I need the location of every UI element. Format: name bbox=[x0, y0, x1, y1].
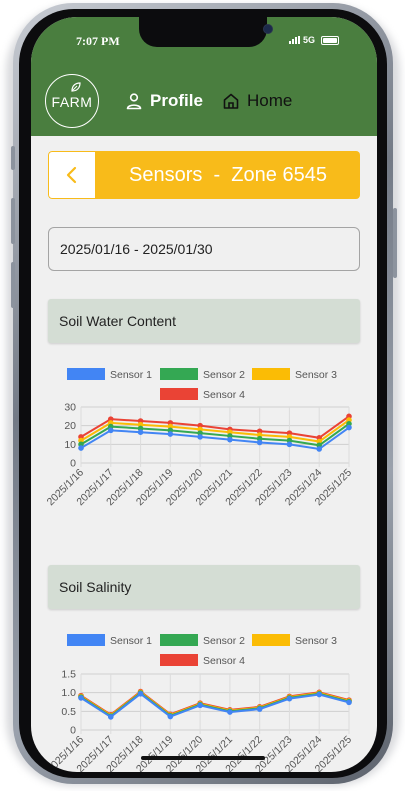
legend-label-sensor-3: Sensor 3 bbox=[295, 635, 337, 647]
data-point-sensor-1 bbox=[197, 434, 203, 440]
legend-label-sensor-1: Sensor 1 bbox=[110, 369, 152, 381]
legend-swatch-sensor-1 bbox=[67, 368, 105, 380]
data-point-sensor-1 bbox=[227, 709, 233, 715]
series-line-sensor-2 bbox=[80, 422, 350, 447]
legend-swatch-sensor-3 bbox=[252, 368, 290, 380]
y-tick-label: 20 bbox=[64, 420, 76, 432]
y-tick-label: 1.0 bbox=[61, 687, 76, 699]
data-point-sensor-1 bbox=[107, 427, 114, 434]
data-point-sensor-1 bbox=[286, 441, 293, 448]
logo-text: FARM bbox=[51, 94, 93, 110]
network-label: 5G bbox=[303, 35, 316, 45]
chevron-left-icon bbox=[66, 166, 77, 184]
nav-home[interactable]: Home bbox=[222, 91, 292, 111]
legend-swatch-sensor-2 bbox=[160, 368, 198, 380]
series-line-sensor-3 bbox=[80, 419, 350, 443]
legend-label-sensor-4: Sensor 4 bbox=[203, 389, 245, 401]
series-line-sensor-4 bbox=[80, 415, 350, 439]
data-point-sensor-1 bbox=[167, 431, 174, 437]
camera-icon bbox=[263, 24, 273, 34]
legend-swatch-sensor-3 bbox=[252, 634, 290, 646]
legend-swatch-sensor-4 bbox=[160, 388, 198, 400]
signal-icon bbox=[289, 36, 300, 44]
battery-icon bbox=[321, 35, 340, 45]
soil-salinity-header: Soil Salinity bbox=[48, 565, 360, 609]
nav-profile[interactable]: Profile bbox=[125, 91, 203, 111]
person-icon bbox=[126, 93, 142, 110]
app-bar: 7:07 PM 5G FARM Profile bbox=[31, 17, 377, 136]
date-range-field[interactable]: 2025/01/16 - 2025/01/30 bbox=[48, 227, 360, 271]
legend-label-sensor-1: Sensor 1 bbox=[110, 635, 152, 647]
legend-label-sensor-2: Sensor 2 bbox=[203, 635, 245, 647]
legend-swatch-sensor-1 bbox=[67, 634, 105, 646]
legend-label-sensor-4: Sensor 4 bbox=[203, 655, 245, 667]
data-point-sensor-1 bbox=[167, 713, 174, 720]
y-tick-label: 0.5 bbox=[61, 706, 76, 718]
power-button bbox=[393, 208, 397, 278]
y-tick-label: 10 bbox=[64, 439, 76, 451]
data-point-sensor-1 bbox=[78, 445, 84, 451]
sensor-zone-card: Sensors - Zone 6545 bbox=[48, 151, 360, 199]
status-indicators: 5G bbox=[289, 35, 340, 45]
volume-down-button bbox=[11, 262, 15, 308]
data-point-sensor-1 bbox=[197, 702, 203, 709]
sensor-zone-title: Sensors - Zone 6545 bbox=[96, 151, 360, 199]
data-point-sensor-1 bbox=[256, 439, 263, 446]
data-point-sensor-1 bbox=[137, 690, 144, 697]
data-point-sensor-1 bbox=[227, 436, 233, 443]
farm-logo[interactable]: FARM bbox=[45, 74, 99, 128]
nav-home-label: Home bbox=[247, 91, 293, 110]
y-tick-label: 1.5 bbox=[61, 669, 76, 681]
status-time: 7:07 PM bbox=[76, 34, 120, 48]
notch bbox=[139, 17, 273, 47]
volume-up-button bbox=[11, 198, 15, 244]
data-point-sensor-1 bbox=[346, 424, 352, 431]
soil-salinity-chart: Sensor 1 Sensor 2 Sensor 3 Sensor 4 0 0.5 1.0 1… bbox=[45, 634, 354, 772]
app-screen: 7:07 PM 5G FARM Profile bbox=[31, 17, 377, 772]
legend-label-sensor-2: Sensor 2 bbox=[203, 369, 245, 381]
data-point-sensor-1 bbox=[256, 706, 263, 712]
back-button[interactable] bbox=[48, 151, 96, 199]
legend-label-sensor-3: Sensor 3 bbox=[295, 369, 337, 381]
data-point-sensor-1 bbox=[78, 695, 84, 701]
soil-water-header: Soil Water Content bbox=[48, 299, 360, 343]
data-point-sensor-1 bbox=[107, 714, 114, 720]
nav-profile-label: Profile bbox=[150, 91, 203, 110]
legend-swatch-sensor-4 bbox=[160, 654, 198, 666]
data-point-sensor-1 bbox=[286, 695, 293, 702]
leaf-icon bbox=[71, 82, 81, 92]
data-point-sensor-1 bbox=[346, 699, 352, 706]
series-line-sensor-1 bbox=[80, 692, 350, 719]
home-icon bbox=[223, 93, 239, 109]
y-tick-label: 0 bbox=[70, 458, 76, 470]
data-point-sensor-1 bbox=[316, 691, 323, 698]
mute-switch bbox=[11, 146, 15, 170]
legend-swatch-sensor-2 bbox=[160, 634, 198, 646]
home-indicator[interactable] bbox=[141, 756, 265, 760]
y-tick-label: 30 bbox=[64, 402, 76, 414]
y-tick-label: 0 bbox=[70, 725, 76, 737]
data-point-sensor-1 bbox=[316, 446, 323, 452]
data-point-sensor-1 bbox=[137, 429, 144, 435]
series-line-sensor-1 bbox=[80, 426, 350, 451]
